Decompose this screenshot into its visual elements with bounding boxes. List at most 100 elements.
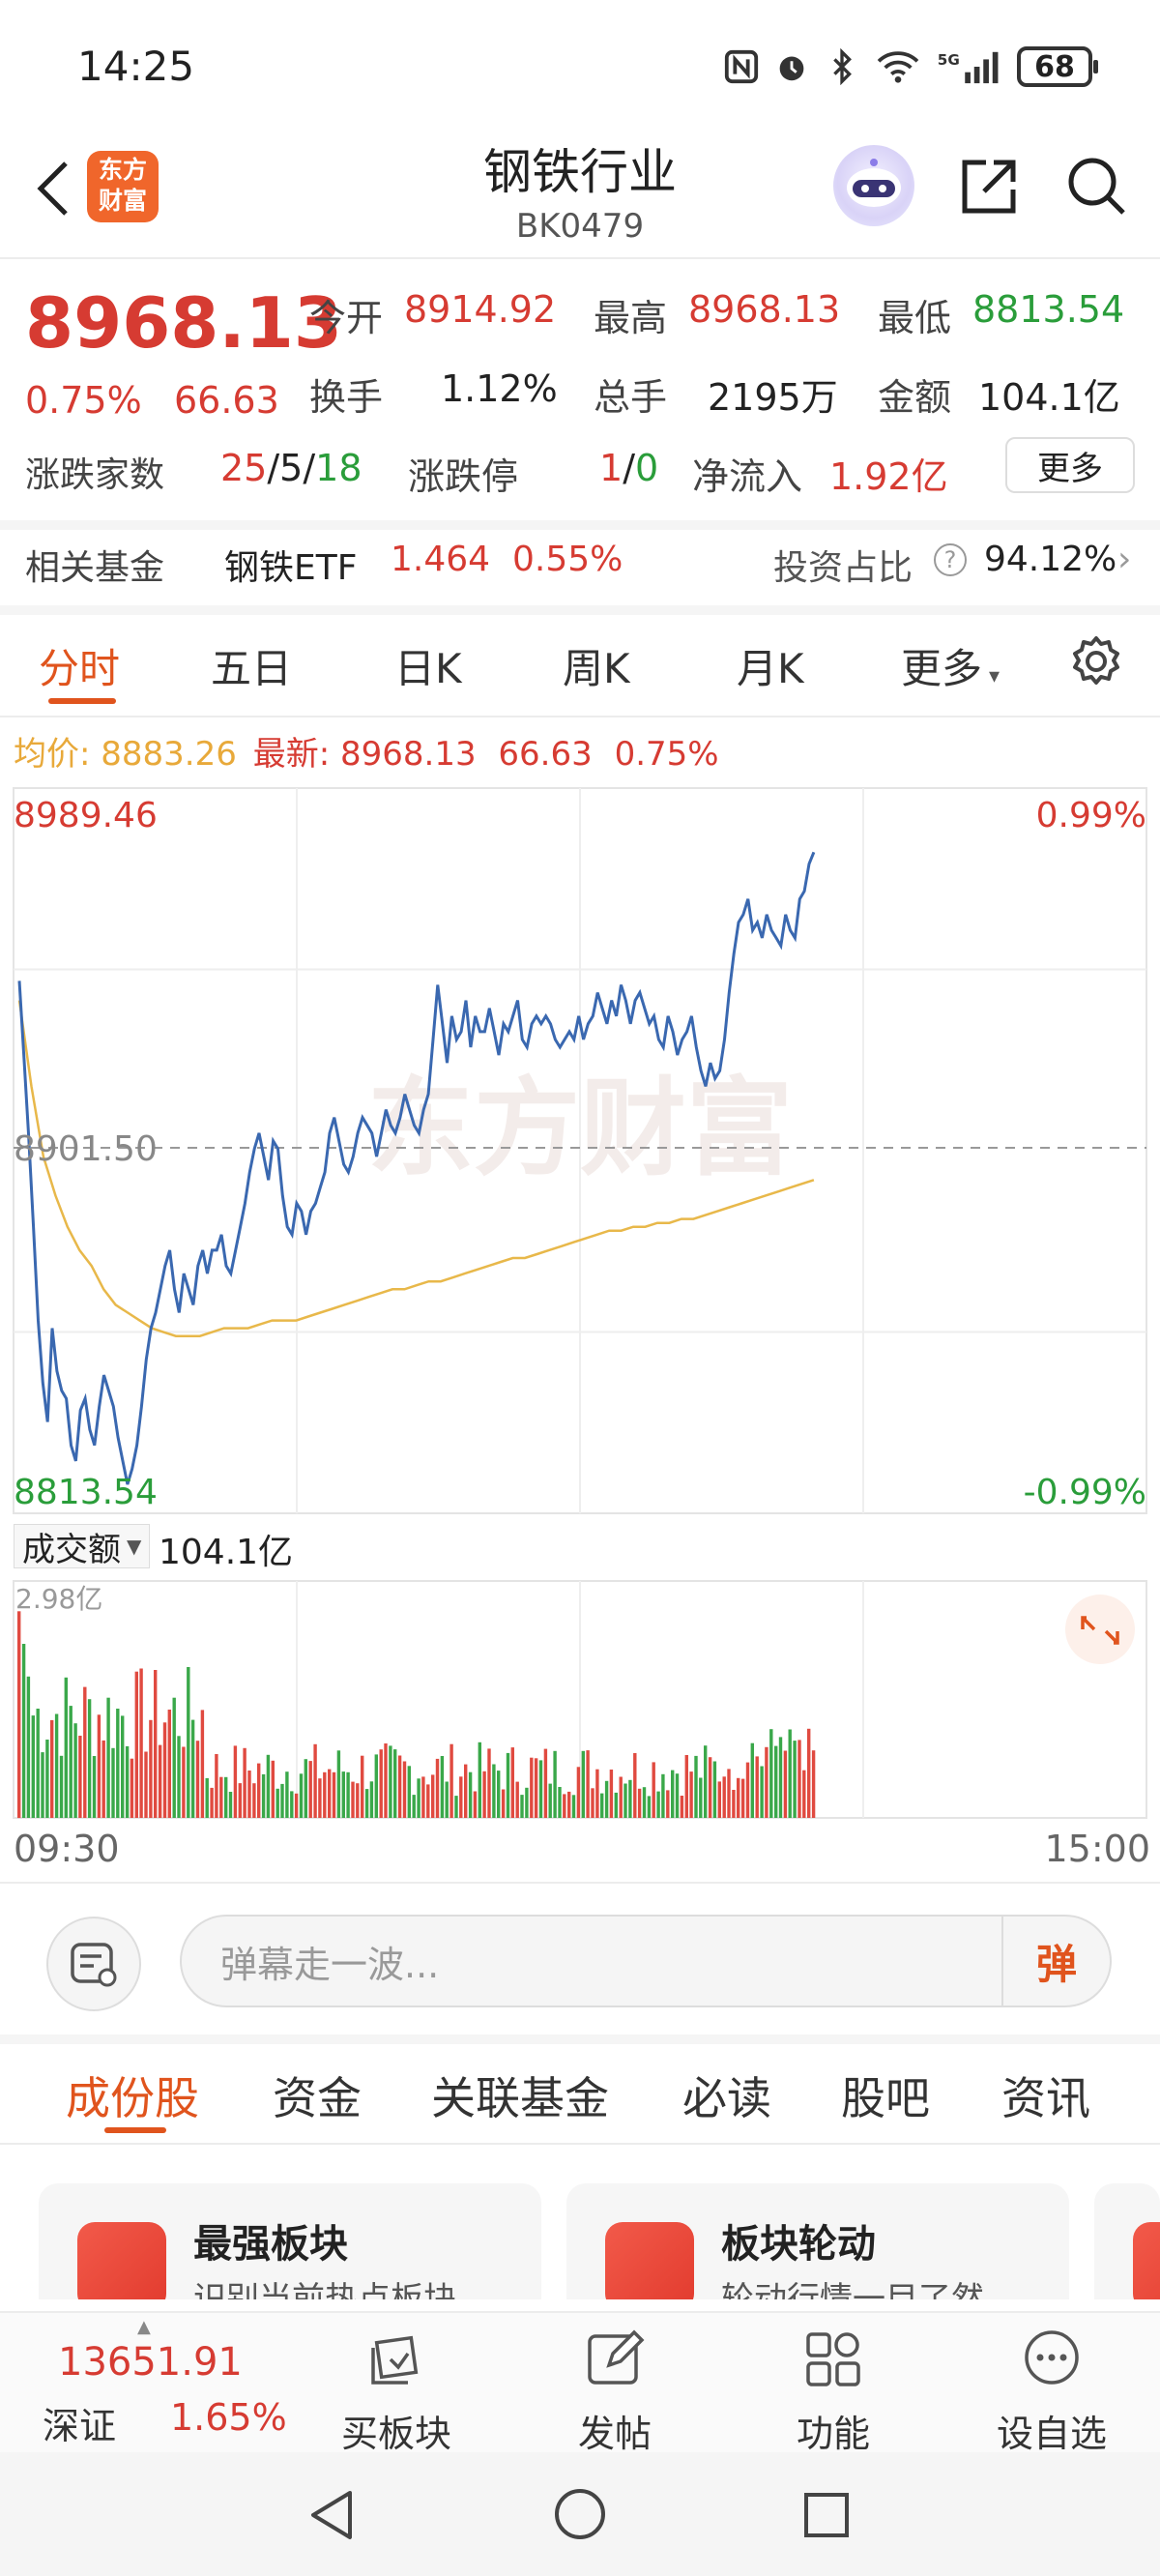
volume-bar [121, 1715, 125, 1818]
tab-five-day[interactable]: 五日 [211, 645, 293, 692]
nav-home-icon[interactable] [553, 2487, 607, 2541]
limit-sep: / [623, 447, 635, 489]
time-end: 15:00 [1044, 1828, 1150, 1870]
share-icon[interactable] [957, 155, 1021, 219]
volume-bar [361, 1755, 364, 1818]
volume-bar [271, 1760, 275, 1818]
tab-must-read[interactable]: 必读 [682, 2072, 771, 2124]
buy-sector-label: 买板块 [340, 2413, 451, 2455]
volume-bar [304, 1759, 307, 1818]
volume-bar [426, 1784, 430, 1818]
help-icon[interactable]: ? [934, 543, 967, 576]
chart-bottom-divider [0, 1882, 1160, 1884]
volume-bar [102, 1740, 105, 1818]
volume-bar [125, 1745, 130, 1818]
danmu-list-button[interactable] [46, 1917, 141, 2011]
add-favorite-button[interactable]: 设自选 [965, 2313, 1139, 2455]
breadth-down: 18 [315, 447, 362, 489]
volume-bar [431, 1774, 435, 1818]
expand-chart-button[interactable] [1065, 1595, 1135, 1664]
danmu-send-button[interactable]: 弹 [1001, 1917, 1110, 2005]
ymax-label: 8989.46 [14, 796, 158, 835]
volume-bar [778, 1737, 783, 1818]
functions-button[interactable]: 功能 [746, 2313, 920, 2455]
card-sector-rotation[interactable]: 板块轮动 轮动行情一目了然 [566, 2183, 1069, 2299]
volume-bar [628, 1779, 632, 1818]
volume-bar [167, 1710, 171, 1818]
add-favorite-label: 设自选 [996, 2413, 1107, 2455]
volume-bar [200, 1710, 205, 1818]
tab-constituents[interactable]: 成份股 [66, 2072, 199, 2124]
volume-bar [591, 1788, 594, 1818]
tab-forum[interactable]: 股吧 [841, 2072, 930, 2124]
volume-bar [233, 1745, 238, 1818]
tab-more[interactable]: 更多 ▾ [901, 636, 1000, 695]
related-fund-row[interactable]: 相关基金 钢铁ETF 1.464 0.55% 投资占比 ? 94.12% › [0, 530, 1160, 605]
fund-ratio-label: 投资占比 [773, 548, 914, 588]
volume-bar [459, 1776, 463, 1818]
nav-recents-icon[interactable] [802, 2491, 851, 2539]
nfc-icon [724, 49, 759, 84]
tab-funds-flow[interactable]: 资金 [273, 2072, 362, 2124]
card-strongest-sector[interactable]: 最强板块 识别当前热点板块 [39, 2183, 541, 2299]
volume-bar [586, 1750, 590, 1818]
volume-bar [538, 1760, 543, 1818]
volume-bar [83, 1686, 87, 1818]
volume-bar [548, 1783, 552, 1818]
volume-bar [187, 1667, 190, 1818]
edit-icon [588, 2329, 645, 2385]
volume-bar [642, 1787, 647, 1818]
volume-bar [745, 1762, 750, 1818]
volume-bar [261, 1773, 266, 1818]
volume-bar [558, 1787, 562, 1818]
tab-intraday[interactable]: 分时 [39, 645, 121, 692]
post-button[interactable]: 发帖 [528, 2313, 702, 2455]
search-icon[interactable] [1063, 153, 1129, 219]
system-nav-bar [0, 2452, 1160, 2576]
breadth-values: 25/5/18 [220, 447, 362, 489]
volume-bar [154, 1670, 158, 1818]
tab-related-funds[interactable]: 关联基金 [431, 2072, 609, 2124]
more-circle-icon [1025, 2330, 1079, 2385]
volume-bar [421, 1776, 425, 1818]
volume-bar [553, 1750, 557, 1818]
card-subtitle: 识别当前热点板块 [193, 2280, 456, 2299]
card-partial[interactable] [1094, 2183, 1160, 2299]
turnover-label: 换手 [309, 376, 384, 419]
battery-indicator: 68 [1017, 46, 1098, 87]
tab-monthly-k[interactable]: 月K [737, 645, 804, 692]
volume-bar [450, 1743, 453, 1818]
more-quote-button[interactable]: 更多 [1005, 437, 1135, 493]
tab-daily-k[interactable]: 日K [394, 645, 462, 692]
tab-news[interactable]: 资讯 [1001, 2072, 1090, 2124]
volume-bar [798, 1740, 801, 1818]
volume-bar [788, 1729, 792, 1818]
volume-bar [604, 1780, 609, 1818]
volume-bar [699, 1777, 703, 1818]
volume-bars [17, 1611, 816, 1819]
volume-bar [661, 1773, 665, 1818]
volume-indicator-select[interactable]: 成交额 ▼ [14, 1524, 151, 1569]
volume-bar [158, 1744, 162, 1818]
nav-back-icon[interactable] [305, 2487, 358, 2543]
card-subtitle: 轮动行情一目了然 [721, 2280, 984, 2299]
volume-bar [492, 1764, 496, 1818]
functions-label: 功能 [796, 2413, 870, 2455]
volume-bar [336, 1750, 341, 1818]
volume-bar [412, 1795, 416, 1818]
danmu-input[interactable]: 弹幕走一波... [180, 1915, 1112, 2007]
ai-assistant-robot-icon[interactable] [833, 145, 914, 226]
buy-sector-button[interactable]: 买板块 [309, 2313, 483, 2455]
danmu-list-icon [71, 1943, 117, 1987]
breadth-flat: 5 [279, 447, 304, 489]
intraday-chart[interactable]: 东方财富 8989.46 0.99% 8901.50 8813.54 -0.99… [0, 778, 1160, 1832]
page-title: 钢铁行业 [483, 144, 677, 200]
limit-values: 1/0 [599, 447, 658, 489]
tab-weekly-k[interactable]: 周K [563, 645, 630, 692]
volume-bar [308, 1761, 312, 1818]
fund-label: 相关基金 [25, 548, 165, 588]
settings-gear-icon[interactable] [1067, 632, 1125, 690]
index-ticker[interactable]: ▲ 13651.91 深证 1.65% [0, 2313, 300, 2454]
back-button[interactable] [23, 150, 81, 227]
btab-active-underline [104, 2127, 166, 2133]
